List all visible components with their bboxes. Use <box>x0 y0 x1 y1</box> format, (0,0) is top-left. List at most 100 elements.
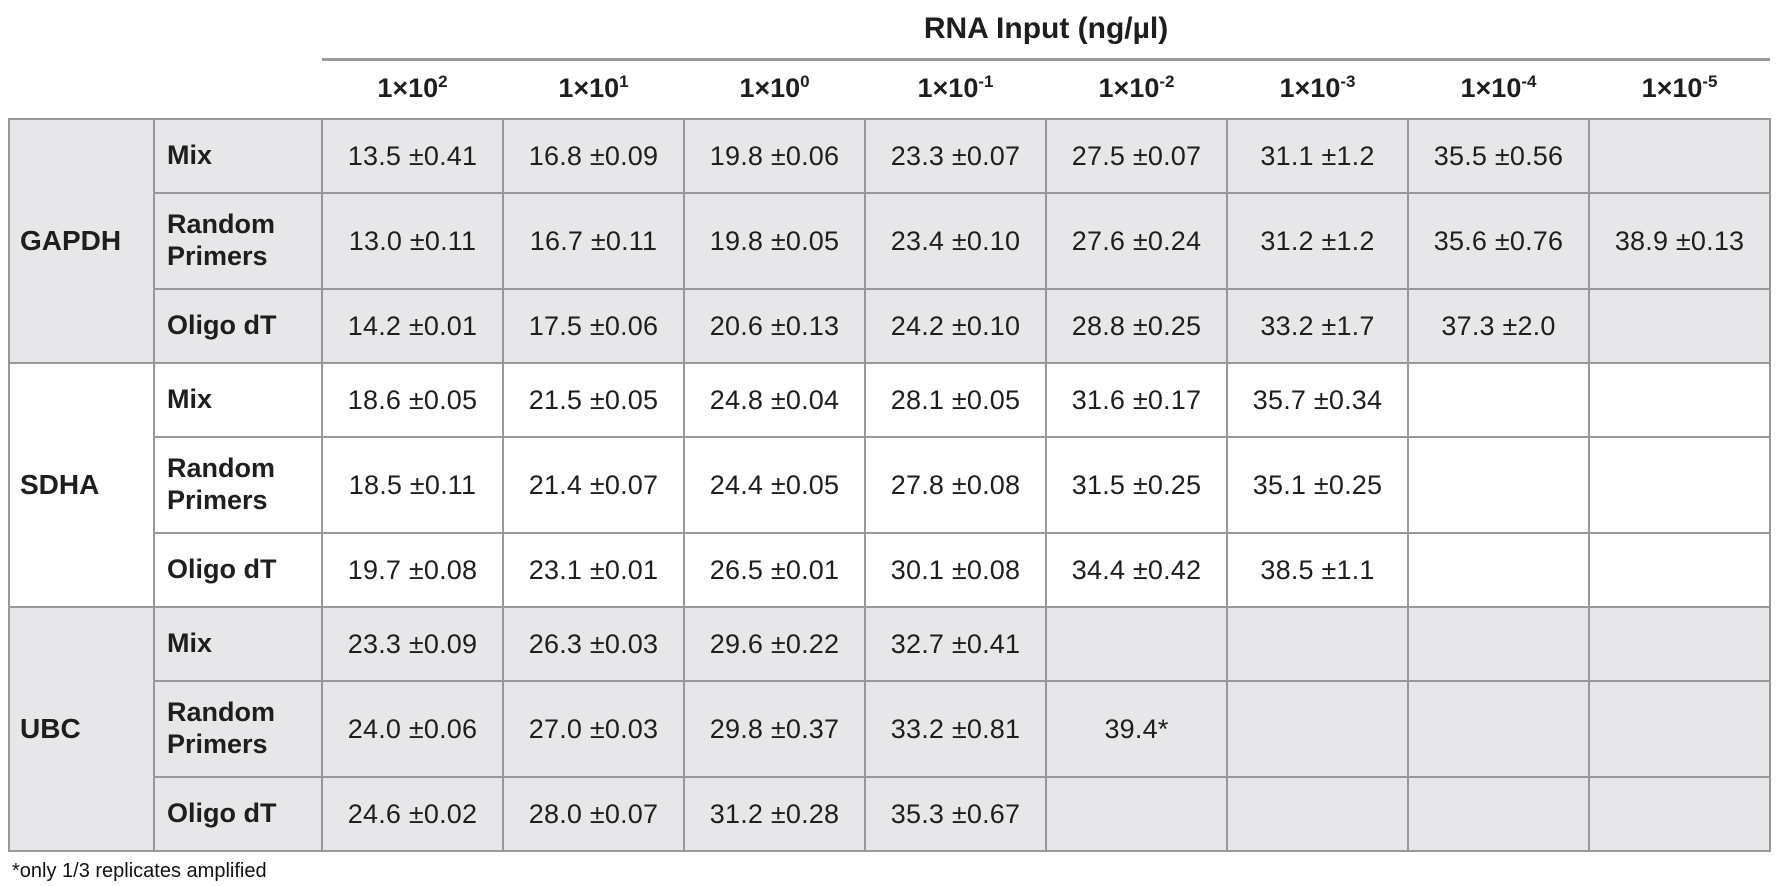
table-row: UBC Mix 23.3 ±0.09 26.3 ±0.03 29.6 ±0.22 32.7… <box>8 606 1772 852</box>
value-cell: 35.1 ±0.25 <box>1226 436 1409 534</box>
column-header: 1×10-5 <box>1589 60 1770 120</box>
value-cell: 21.4 ±0.07 <box>502 436 685 534</box>
value-cell: 29.8 ±0.37 <box>683 680 866 778</box>
column-header: 1×10-4 <box>1408 60 1589 120</box>
column-header-base: 1×10 <box>1098 73 1160 103</box>
table-row: SDHA Mix 18.6 ±0.05 21.5 ±0.05 24.8 ±0.04 28.… <box>8 362 1772 608</box>
value-cell <box>1407 362 1590 438</box>
value-cell: 33.2 ±0.81 <box>864 680 1047 778</box>
value-cell: 31.2 ±1.2 <box>1226 192 1409 290</box>
value-cell: 35.7 ±0.34 <box>1226 362 1409 438</box>
value-cell: 28.1 ±0.05 <box>864 362 1047 438</box>
value-cell: 17.5 ±0.06 <box>502 288 685 364</box>
value-cell: 21.5 ±0.05 <box>502 362 685 438</box>
corner-spacer <box>9 60 322 120</box>
table-row: Random Primers 24.0 ±0.06 27.0 ±0.03 29.8 ±… <box>9 680 1772 778</box>
value-cell: 23.3 ±0.09 <box>321 606 504 682</box>
value-cell: 34.4 ±0.42 <box>1045 532 1228 608</box>
value-cell <box>1587 436 1772 534</box>
value-cell: 24.6 ±0.02 <box>321 776 504 852</box>
priming-method-cell: Random Primers <box>153 436 323 534</box>
value-cell: 29.6 ±0.22 <box>683 606 866 682</box>
column-header: 1×10-2 <box>1046 60 1227 120</box>
value-cell <box>1587 606 1772 682</box>
column-header: 1×102 <box>322 60 503 120</box>
column-header: 1×101 <box>503 60 684 120</box>
value-cell: 24.4 ±0.05 <box>683 436 866 534</box>
value-cell: 27.5 ±0.07 <box>1045 118 1228 194</box>
column-header-row: 1×102 1×101 1×100 1×10-1 1×10-2 1×10-3 1×10-4 1… <box>9 60 1770 120</box>
column-header-exponent: -5 <box>1702 72 1718 91</box>
value-cell: 20.6 ±0.13 <box>683 288 866 364</box>
value-cell: 33.2 ±1.7 <box>1226 288 1409 364</box>
value-cell: 18.5 ±0.11 <box>321 436 504 534</box>
value-cell <box>1045 776 1228 852</box>
value-cell: 19.8 ±0.05 <box>683 192 866 290</box>
corner-spacer <box>9 6 322 60</box>
value-cell: 28.0 ±0.07 <box>502 776 685 852</box>
footnote: *only 1/3 replicates amplified <box>12 860 267 882</box>
column-header-base: 1×10 <box>1641 73 1703 103</box>
value-cell: 23.3 ±0.07 <box>864 118 1047 194</box>
value-cell: 26.3 ±0.03 <box>502 606 685 682</box>
value-cell: 19.8 ±0.06 <box>683 118 866 194</box>
value-cell: 14.2 ±0.01 <box>321 288 504 364</box>
value-cell: 13.0 ±0.11 <box>321 192 504 290</box>
table-row: Random Primers 18.5 ±0.11 21.4 ±0.07 24.4 ±… <box>9 436 1772 534</box>
value-cell: 32.7 ±0.41 <box>864 606 1047 682</box>
value-cell <box>1587 680 1772 778</box>
column-header-exponent: 1 <box>619 72 629 91</box>
column-header-base: 1×10 <box>1460 73 1522 103</box>
gene-cell: SDHA <box>8 362 155 608</box>
value-cell <box>1407 436 1590 534</box>
column-header-exponent: -2 <box>1159 72 1175 91</box>
column-header-base: 1×10 <box>1279 73 1341 103</box>
value-cell: 31.6 ±0.17 <box>1045 362 1228 438</box>
value-cell: 38.9 ±0.13 <box>1587 192 1772 290</box>
value-cell: 35.6 ±0.76 <box>1407 192 1590 290</box>
value-cell: 18.6 ±0.05 <box>321 362 504 438</box>
column-header: 1×10-1 <box>865 60 1046 120</box>
column-header: 1×100 <box>684 60 865 120</box>
column-header-exponent: 0 <box>800 72 810 91</box>
value-cell: 31.1 ±1.2 <box>1226 118 1409 194</box>
table-row: GAPDH Mix 13.5 ±0.41 16.8 ±0.09 19.8 ±0.06 23… <box>8 118 1772 364</box>
value-cell: 31.5 ±0.25 <box>1045 436 1228 534</box>
value-cell: 28.8 ±0.25 <box>1045 288 1228 364</box>
value-cell <box>1587 532 1772 608</box>
table-row: Oligo dT 24.6 ±0.02 28.0 ±0.07 31.2 ±0.28 35… <box>9 776 1772 852</box>
priming-method-cell: Mix <box>153 362 323 438</box>
priming-method-cell: Random Primers <box>153 192 323 290</box>
value-cell: 23.1 ±0.01 <box>502 532 685 608</box>
gene-cell: GAPDH <box>8 118 155 364</box>
value-cell: 30.1 ±0.08 <box>864 532 1047 608</box>
value-cell: 27.8 ±0.08 <box>864 436 1047 534</box>
value-cell: 35.5 ±0.56 <box>1407 118 1590 194</box>
value-cell: 24.2 ±0.10 <box>864 288 1047 364</box>
column-header-base: 1×10 <box>377 73 439 103</box>
table-row: Oligo dT 19.7 ±0.08 23.1 ±0.01 26.5 ±0.01 30… <box>9 532 1772 608</box>
value-cell: 39.4* <box>1045 680 1228 778</box>
value-cell <box>1587 362 1772 438</box>
priming-method-cell: Random Primers <box>153 680 323 778</box>
column-header-base: 1×10 <box>558 73 620 103</box>
value-cell: 31.2 ±0.28 <box>683 776 866 852</box>
column-header-base: 1×10 <box>739 73 801 103</box>
column-header-exponent: 2 <box>438 72 448 91</box>
value-cell <box>1045 606 1228 682</box>
value-cell: 35.3 ±0.67 <box>864 776 1047 852</box>
value-cell <box>1407 606 1590 682</box>
value-cell: 37.3 ±2.0 <box>1407 288 1590 364</box>
value-cell: 26.5 ±0.01 <box>683 532 866 608</box>
value-cell <box>1407 532 1590 608</box>
value-cell: 27.6 ±0.24 <box>1045 192 1228 290</box>
table-row: Random Primers 13.0 ±0.11 16.7 ±0.11 19.8 ±… <box>9 192 1772 290</box>
value-cell <box>1587 776 1772 852</box>
column-header-exponent: -4 <box>1521 72 1537 91</box>
value-cell <box>1407 776 1590 852</box>
priming-method-cell: Oligo dT <box>153 288 323 364</box>
value-cell: 16.8 ±0.09 <box>502 118 685 194</box>
value-cell: 23.4 ±0.10 <box>864 192 1047 290</box>
column-header-exponent: -3 <box>1340 72 1356 91</box>
column-header-base: 1×10 <box>917 73 979 103</box>
